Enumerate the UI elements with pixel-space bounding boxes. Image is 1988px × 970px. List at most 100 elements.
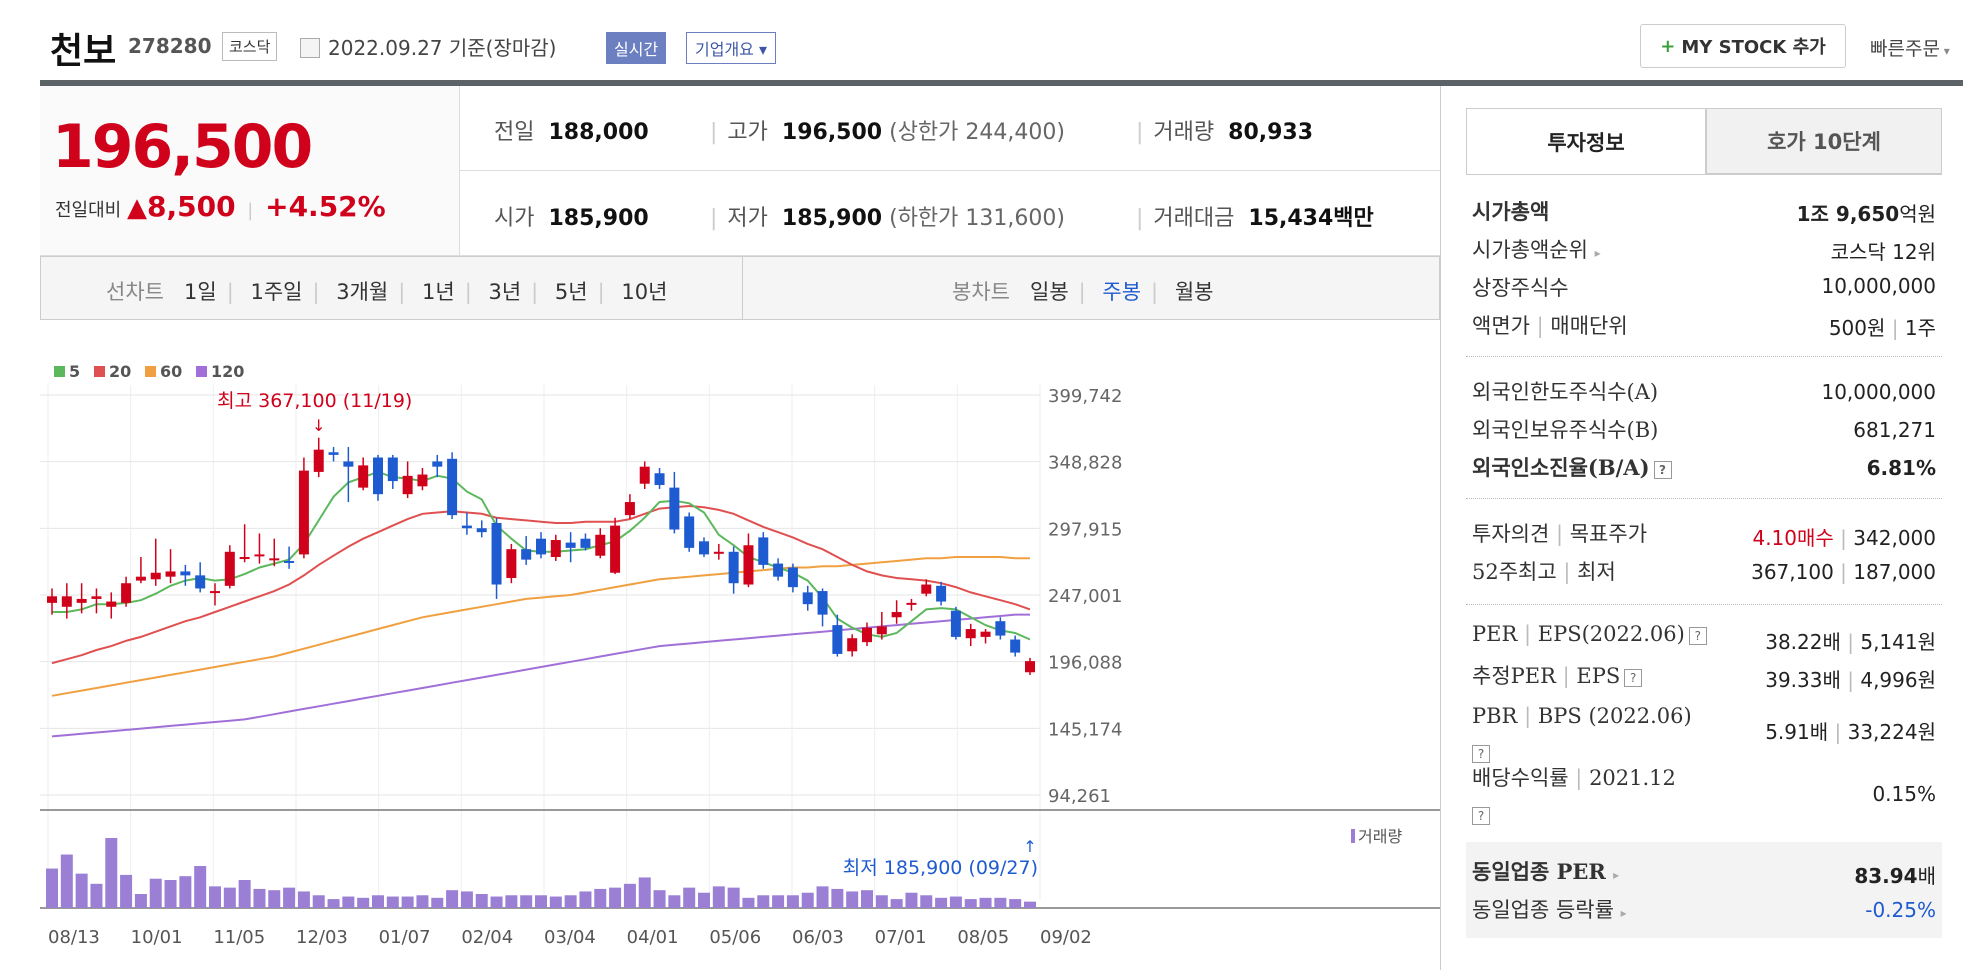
candle xyxy=(224,551,235,586)
volume-bar xyxy=(342,896,355,908)
period-1y[interactable]: 1년 xyxy=(422,280,455,304)
company-overview-dropdown[interactable]: 기업개요 ▾ xyxy=(686,32,777,64)
candle xyxy=(506,549,517,578)
period-1d[interactable]: 1일 xyxy=(184,280,217,304)
candle xyxy=(965,629,976,639)
volume-bar xyxy=(90,883,103,908)
candle xyxy=(995,621,1006,636)
help-icon[interactable]: ? xyxy=(1472,806,1490,825)
volume-bar xyxy=(238,880,251,908)
volume-bar xyxy=(475,894,488,908)
quick-order-dropdown[interactable]: 빠른주문 ▾ xyxy=(1870,38,1950,60)
volume-bar xyxy=(327,899,340,908)
industry-per-link[interactable]: 동일업종 PER ▸ xyxy=(1472,859,1620,884)
help-icon[interactable]: ? xyxy=(1688,626,1707,645)
y-tick-label: 145,174 xyxy=(1048,719,1122,740)
tab-hoga[interactable]: 호가 10단계 xyxy=(1706,108,1942,174)
x-tick-label: 08/05 xyxy=(957,927,1009,948)
volume-bar xyxy=(164,880,177,908)
candle xyxy=(61,596,72,607)
volume-bar xyxy=(683,887,696,908)
candle xyxy=(565,542,576,548)
period-5y[interactable]: 5년 xyxy=(554,280,588,304)
volume-bar xyxy=(801,892,814,908)
period-10y[interactable]: 10년 xyxy=(621,280,668,304)
candle xyxy=(210,591,220,594)
candle xyxy=(891,612,902,618)
stock-code: 278280 xyxy=(128,34,212,58)
x-tick-label: 01/07 xyxy=(379,927,431,948)
candle-weekly[interactable]: 주봉 xyxy=(1102,280,1142,304)
period-3m[interactable]: 3개월 xyxy=(336,280,389,304)
volume-bar xyxy=(105,838,118,908)
candle xyxy=(461,525,472,529)
industry-box xyxy=(1466,842,1942,938)
candle xyxy=(106,601,117,607)
candle xyxy=(787,567,798,588)
volume-bar xyxy=(979,897,992,908)
candle-monthly[interactable]: 월봉 xyxy=(1174,280,1214,304)
volume-bar xyxy=(460,891,473,908)
realtime-button[interactable]: 실시간 xyxy=(606,32,667,64)
market-cap-value: 1조 9,650억원 xyxy=(1796,202,1936,226)
volume-bar xyxy=(875,895,888,908)
candle xyxy=(802,592,813,605)
help-icon[interactable]: ? xyxy=(1653,460,1672,479)
stock-chart: 399,742 348,828 297,915 247,001 196,088 145,1… xyxy=(40,362,1440,948)
candle xyxy=(713,551,724,554)
candle xyxy=(91,596,102,599)
y-tick-label: 94,261 xyxy=(1048,786,1111,807)
trade-amount: | 거래대금 15,434백만 xyxy=(1136,206,1374,231)
cap-rank-link[interactable]: 시가총액순위 ▸ xyxy=(1472,238,1601,262)
help-icon[interactable]: ? xyxy=(1624,668,1643,687)
volume-bar xyxy=(179,876,192,908)
opinion-value: 4.10매수 | 342,000 xyxy=(1752,526,1936,550)
w52-label: 52주최고 | 최저 xyxy=(1472,560,1616,584)
divider xyxy=(1466,604,1942,605)
volume-bar xyxy=(638,877,651,908)
candle xyxy=(817,591,828,615)
candle xyxy=(328,452,339,455)
plus-icon: + xyxy=(1660,35,1676,57)
est-per-label: 추정PER | EPS? xyxy=(1472,660,1643,690)
candle xyxy=(921,584,932,594)
volume-bar xyxy=(727,887,740,908)
volume-bar xyxy=(209,886,221,908)
candle-daily[interactable]: 일봉 xyxy=(1030,280,1069,304)
legend-swatch-ma60 xyxy=(145,366,156,377)
volume-bar xyxy=(920,895,933,908)
chevron-down-icon: ▾ xyxy=(758,40,768,59)
y-tick-label: 399,742 xyxy=(1048,386,1122,407)
volume-bar xyxy=(549,896,562,908)
volume-label: 거래량 xyxy=(1358,827,1402,846)
listed-shares-value: 10,000,000 xyxy=(1821,274,1936,298)
volume-bar xyxy=(772,895,785,908)
candle xyxy=(343,461,354,467)
candle xyxy=(165,571,176,577)
y-tick-label: 247,001 xyxy=(1048,586,1122,607)
volume-bar xyxy=(312,895,325,908)
candle xyxy=(1010,639,1021,653)
volume-bar xyxy=(935,897,948,908)
low-price: | 저가 185,900 (하한가 131,600) xyxy=(710,206,1065,231)
volume-bar xyxy=(401,896,414,908)
candle xyxy=(135,576,146,581)
x-tick-label: 03/04 xyxy=(544,927,596,948)
open-price: 시가 185,900 xyxy=(494,206,649,231)
volume-bar xyxy=(490,896,503,908)
help-icon[interactable]: ? xyxy=(1472,744,1490,763)
candle xyxy=(254,554,265,557)
candle xyxy=(373,457,383,495)
candle xyxy=(876,626,887,635)
volume-legend-swatch xyxy=(1351,829,1355,843)
tab-invest-info[interactable]: 투자정보 xyxy=(1466,108,1706,174)
candle xyxy=(284,560,295,563)
volume-bar xyxy=(253,888,266,908)
foreign-rate-value: 6.81% xyxy=(1866,456,1936,480)
candle xyxy=(980,631,991,637)
my-stock-add-button[interactable]: + MY STOCK 추가 xyxy=(1640,24,1846,68)
period-1w[interactable]: 1주일 xyxy=(250,280,303,304)
industry-rate-link[interactable]: 동일업종 등락률 ▸ xyxy=(1472,898,1627,922)
max-annotation: 최고 367,100 (11/19) xyxy=(217,390,412,412)
period-3y[interactable]: 3년 xyxy=(488,280,522,304)
